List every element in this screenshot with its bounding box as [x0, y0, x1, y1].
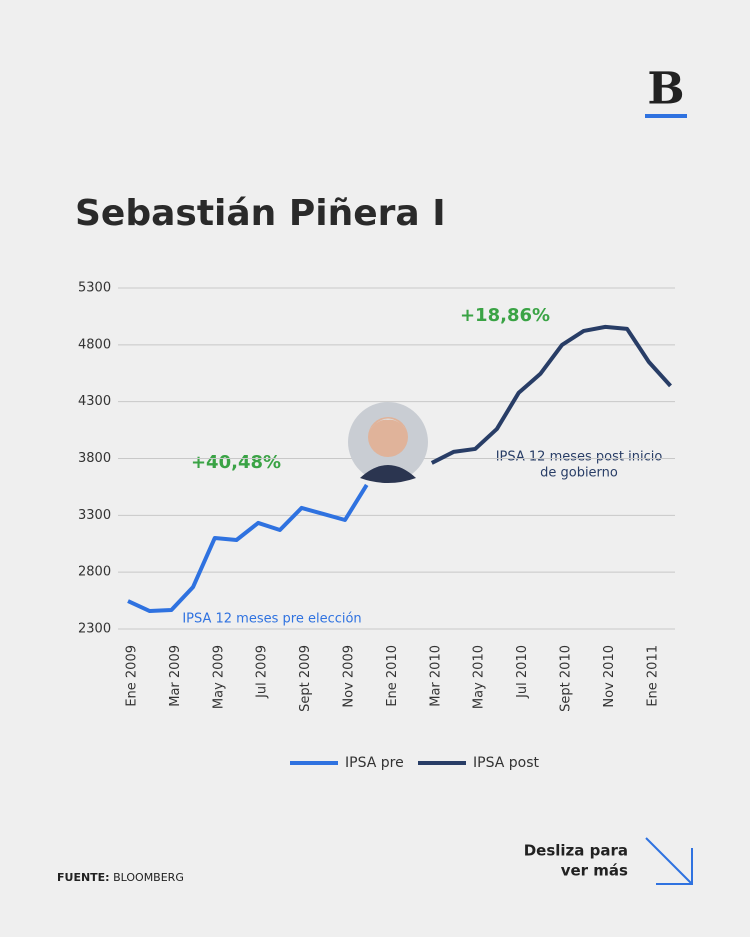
x-tick-label: Mar 2010	[428, 645, 443, 707]
y-tick-label: 3300	[78, 508, 111, 523]
y-tick-label: 5300	[78, 281, 111, 296]
x-tick-label: Sept 2010	[559, 645, 574, 712]
x-tick-label: Jul 2010	[515, 645, 530, 699]
source: FUENTE: BLOOMBERG	[57, 871, 184, 884]
legend-label: IPSA post	[473, 755, 539, 771]
y-tick-label: 3800	[78, 451, 111, 466]
swipe-hint: ver más	[561, 862, 628, 880]
x-tick-label: Nov 2010	[602, 645, 617, 708]
swipe-hint: Desliza para	[524, 842, 628, 860]
x-tick-label: Ene 2011	[645, 645, 660, 707]
x-tick-label: Ene 2010	[385, 645, 400, 707]
logo: B	[647, 64, 684, 115]
source-name: BLOOMBERG	[113, 871, 184, 884]
photo	[348, 402, 428, 483]
x-tick-label: Nov 2009	[342, 645, 357, 708]
x-tick-label: Ene 2009	[125, 645, 140, 707]
annotation: +40,48%	[191, 452, 281, 473]
annotation: IPSA 12 meses pre elección	[182, 612, 361, 627]
x-tick-label: May 2009	[211, 645, 226, 709]
annotation: +18,86%	[460, 305, 550, 326]
x-tick-label: May 2010	[472, 645, 487, 709]
series-line	[430, 324, 672, 465]
x-tick-label: Mar 2009	[168, 645, 183, 707]
annotation: IPSA 12 meses post inicio	[496, 450, 663, 465]
source-label: FUENTE:	[57, 871, 110, 884]
series-line	[127, 483, 369, 614]
x-tick-label: Sept 2009	[298, 645, 313, 712]
chart-title: Sebastián Piñera I	[75, 193, 446, 234]
swipe-arrow	[645, 837, 693, 885]
logo-underline	[645, 114, 687, 118]
annotation: de gobierno	[540, 466, 618, 481]
y-tick-label: 2300	[78, 622, 111, 637]
x-tick-label: Jul 2009	[255, 645, 270, 699]
y-tick-label: 4800	[78, 337, 111, 352]
y-tick-label: 4300	[78, 394, 111, 409]
legend-label: IPSA pre	[345, 755, 404, 771]
y-tick-label: 2800	[78, 565, 111, 580]
